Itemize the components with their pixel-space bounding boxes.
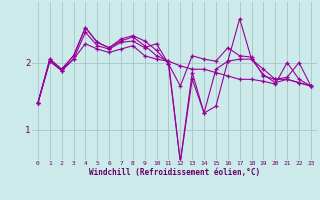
X-axis label: Windchill (Refroidissement éolien,°C): Windchill (Refroidissement éolien,°C) bbox=[89, 168, 260, 177]
